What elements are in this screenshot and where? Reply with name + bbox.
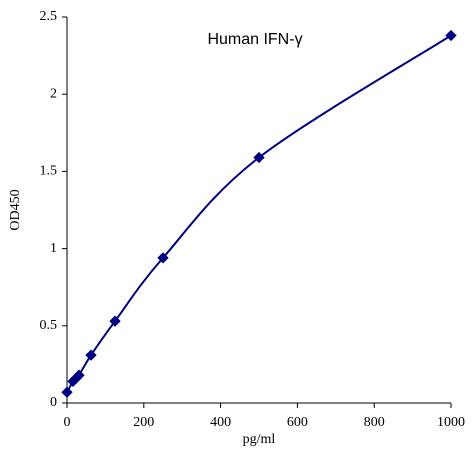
x-tick-label: 1000 — [437, 415, 465, 430]
y-tick-label: 0.5 — [40, 318, 58, 333]
x-tick-label: 400 — [210, 415, 231, 430]
y-axis-label: OD450 — [8, 189, 23, 230]
x-tick-label: 200 — [133, 415, 154, 430]
chart-title: Human IFN-γ — [207, 31, 302, 48]
data-point — [253, 151, 265, 164]
fit-curve — [66, 34, 452, 393]
y-tick-label: 0 — [50, 395, 57, 410]
data-point — [445, 29, 457, 42]
y-tick-label: 1.5 — [40, 164, 58, 179]
x-tick-label: 0 — [64, 415, 71, 430]
y-tick-label: 1 — [50, 241, 57, 256]
x-tick-label: 600 — [287, 415, 308, 430]
x-tick-label: 800 — [364, 415, 385, 430]
y-tick-label: 2.5 — [40, 9, 58, 24]
data-point — [85, 349, 97, 361]
data-point — [61, 386, 73, 398]
x-axis-label: pg/ml — [243, 432, 276, 447]
y-tick-label: 2 — [50, 86, 57, 101]
